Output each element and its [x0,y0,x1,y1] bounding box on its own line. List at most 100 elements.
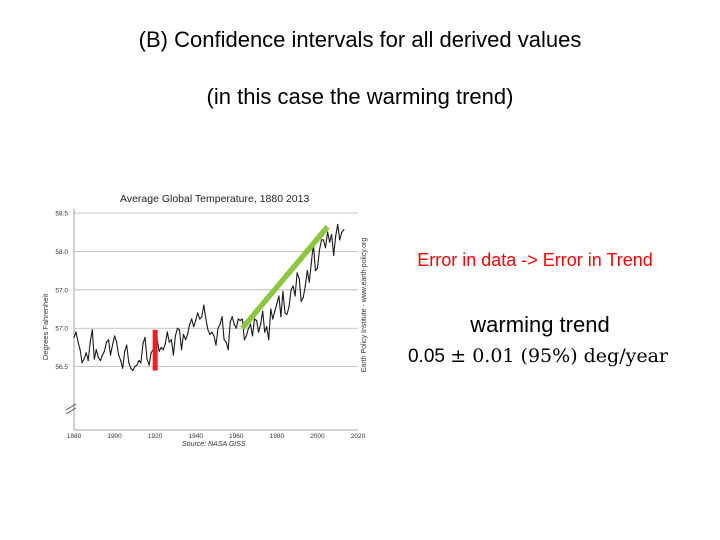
x-tick-label: 2020 [351,433,366,440]
data-point [105,341,108,343]
data-point [136,364,138,366]
x-tick-label: 1960 [229,433,244,440]
data-point [203,304,205,306]
data-point [130,367,132,369]
data-point [217,327,219,329]
data-point [168,341,170,343]
data-point [314,270,316,272]
data-point [73,336,75,338]
data-point [296,272,298,274]
data-point [229,321,231,323]
data-point [215,344,217,346]
y-axis-label: Degrees Fahrenheit [41,293,50,360]
data-point [162,349,164,351]
data-point [209,333,211,335]
data-point [286,313,288,315]
data-point [243,339,245,341]
data-point [126,344,128,346]
data-point [300,300,302,302]
data-point [276,303,278,305]
data-point [264,331,266,333]
data-point [322,239,325,241]
y-tick-label: 56.5 [55,364,68,371]
data-point [132,369,134,372]
data-point [294,295,296,297]
data-point [138,359,140,362]
data-point [195,319,197,322]
data-point [75,331,77,333]
data-point [235,327,237,329]
data-point [227,349,229,351]
data-point [247,327,250,329]
data-point [97,356,99,358]
data-point [337,223,339,226]
data-point [288,306,290,308]
data-point [160,346,162,348]
data-point [83,358,85,360]
data-point [118,354,120,356]
data-point [302,296,304,299]
data-point [178,329,181,331]
data-point [201,316,203,318]
data-point [199,318,201,320]
data-point [207,329,209,331]
x-tick-label: 1940 [188,433,203,440]
data-point [258,331,260,333]
trend-value-base: 0.05 [407,346,445,367]
chart-title: Average Global Temperature, 1880 2013 [120,193,309,205]
trend-value: 0.05 ± 0.01 (95%) deg/year [388,343,688,370]
data-point [158,350,160,352]
data-point [187,333,189,335]
data-point [329,241,331,243]
y-tick-label: 58.5 [55,211,68,218]
data-point [318,249,321,251]
data-point [111,344,114,346]
data-point [197,312,199,314]
data-point [274,310,276,312]
data-point [262,310,264,312]
temperature-chart-svg: Average Global Temperature, 1880 2013 56… [41,193,368,448]
data-point [237,318,239,320]
data-point [189,323,191,325]
data-point [327,231,329,233]
data-point [221,316,223,318]
data-point [213,335,215,337]
data-point [114,335,116,337]
data-point [249,323,252,325]
trend-line [240,225,330,330]
data-point [231,316,233,318]
data-point [239,319,241,322]
data-point [93,358,95,360]
data-point [116,341,118,343]
data-point [298,277,300,279]
data-point [85,352,87,354]
data-point [87,359,89,362]
data-point [95,349,97,351]
data-point [176,327,179,329]
chart-grid [73,209,358,431]
trend-value-rest: ± 0.01 (95%) deg/year [450,345,669,367]
data-point [219,323,221,325]
data-point [260,323,262,325]
data-point [292,285,294,287]
data-point [166,331,168,333]
data-point [233,323,235,325]
data-point [253,318,256,320]
data-point [333,254,335,256]
data-point [211,331,213,333]
data-point [146,358,148,360]
data-point [174,335,176,337]
data-point [91,329,93,331]
trend-heading: warming trend [470,312,610,337]
x-tick-label: 1880 [67,433,82,440]
data-point [193,326,195,328]
y-tick-labels: 56.5 57.0 57.0 58.0 58.5 [55,211,68,372]
data-point [79,349,81,351]
data-point [77,341,79,343]
data-point [109,354,112,356]
data-point [256,319,258,322]
data-point [308,281,310,283]
data-point [282,290,284,292]
data-point [120,359,122,362]
data-series [73,223,345,372]
